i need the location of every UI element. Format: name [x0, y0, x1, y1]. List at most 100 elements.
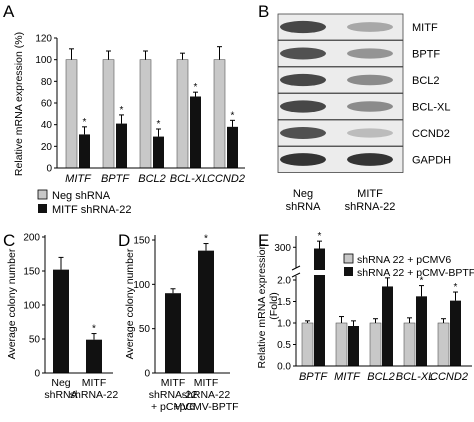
y-tick-label: 0.0	[277, 362, 291, 373]
bar	[335, 322, 348, 367]
western-blot: MITF BPTF BCL2 BCL-XL CCND2 GAPDH Neg shRNA M…	[277, 13, 451, 213]
significance-star: *	[194, 82, 198, 93]
bar	[176, 59, 189, 169]
significance-star: *	[83, 117, 87, 128]
significance-star: *	[454, 282, 458, 293]
blot-band	[280, 153, 326, 166]
x-tick-label: shRNA-22	[70, 389, 119, 401]
panel-label-b: B	[258, 2, 269, 21]
significance-star: *	[120, 105, 124, 116]
blot-band	[347, 128, 393, 138]
bar	[382, 286, 393, 366]
y-tick-label: 0.5	[277, 340, 291, 351]
chart-a-legend: Neg shRNA MITF shRNA-22	[37, 189, 131, 216]
bar	[227, 126, 238, 168]
blot-band	[280, 47, 326, 60]
significance-star: *	[231, 110, 235, 121]
x-tick-label: MITF	[65, 173, 92, 185]
y-tick-label: 40	[41, 120, 53, 131]
blot-band	[280, 100, 326, 113]
x-tick-label: shRNA-22	[182, 389, 231, 401]
significance-star: *	[157, 119, 161, 130]
blot-row-label: BPTF	[412, 49, 440, 61]
x-tick-label: + pCMV6	[151, 401, 195, 413]
x-tick-label: BCL2	[367, 371, 395, 383]
blot-row-label: BCL2	[412, 75, 440, 87]
x-tick-label: BCL-XL	[396, 371, 435, 383]
y-tick-label: 1.0	[277, 319, 291, 330]
blot-band	[280, 73, 326, 87]
legend-swatch-black	[38, 204, 47, 213]
x-tick-label: Neg	[51, 377, 70, 389]
y-tick-label: 120	[35, 34, 52, 45]
y-tick-label: 150	[23, 267, 40, 278]
blot-row	[277, 40, 404, 67]
x-tick-label: shRNA-22	[149, 389, 198, 401]
bar	[116, 123, 127, 168]
chart-a: * * * * * 0 20 40 60 80 100 120 MITF BPTF BCL2 BCL-XL…	[13, 32, 245, 216]
bar	[65, 59, 78, 169]
bar	[403, 322, 416, 367]
bar	[190, 96, 201, 168]
y-tick-label: 100	[23, 301, 40, 312]
bar	[139, 59, 152, 169]
y-tick-label: 0	[46, 164, 52, 175]
y-tick-label: 0	[144, 369, 150, 380]
y-tick-label: 80	[41, 77, 53, 88]
chart-d-ylabel: Average colony number	[124, 248, 136, 359]
bar	[450, 300, 461, 366]
y-tick-label: 1.5	[277, 297, 291, 308]
x-tick-label: MITF	[161, 377, 186, 389]
bar	[86, 339, 102, 373]
chart-e-ylabel-line1: Relative mRNA expression	[256, 243, 268, 368]
chart-c-ylabel: Average colony number	[6, 248, 18, 359]
bar	[153, 136, 164, 168]
significance-star: *	[420, 276, 424, 287]
bar	[102, 59, 115, 169]
y-tick-label: 300	[274, 243, 291, 254]
blot-lane-2-line1: MITF	[357, 188, 383, 200]
y-tick-label: 200	[23, 233, 40, 244]
bar	[437, 322, 450, 367]
bar	[213, 59, 226, 169]
chart-a-ylabel: Relative mRNA expression (%)	[13, 32, 25, 176]
y-tick-label: 150	[133, 236, 150, 247]
bar	[165, 293, 181, 373]
x-tick-label: MITF	[194, 377, 219, 389]
x-tick-label: BPTF	[101, 173, 130, 185]
legend-label: MITF shRNA-22	[52, 204, 131, 216]
x-tick-label: MITF	[82, 377, 107, 389]
blot-band	[347, 74, 393, 86]
blot-band	[347, 22, 393, 32]
legend-swatch-black	[344, 267, 353, 276]
y-tick-label: 2.0	[277, 276, 291, 287]
panel-label-c: C	[3, 231, 15, 250]
blot-lane-1-line2: shRNA	[286, 201, 322, 213]
blot-row-label: CCND2	[412, 128, 450, 140]
chart-e-ylabel-line2: (Fold)	[268, 292, 280, 319]
panel-label-e: E	[258, 231, 269, 250]
legend-label: shRNA 22 + pCMV6	[357, 254, 451, 266]
x-tick-label: CCND2	[207, 173, 245, 185]
panel-label-a: A	[3, 2, 15, 21]
blot-band	[347, 153, 393, 166]
y-tick-label: 0	[34, 369, 40, 380]
legend-label: shRNA 22 + pCMV-BPTF	[357, 267, 474, 279]
blot-row-label: MITF	[412, 22, 438, 34]
y-tick-label: 50	[139, 324, 151, 335]
blot-lane-1-line1: Neg	[293, 188, 313, 200]
x-tick-label: BCL2	[138, 173, 166, 185]
chart-e-legend: shRNA 22 + pCMV6 shRNA 22 + pCMV-BPTF	[343, 253, 474, 279]
significance-star: *	[318, 231, 322, 242]
bar	[314, 248, 325, 366]
y-tick-label: 100	[133, 280, 150, 291]
panel-label-d: D	[118, 231, 130, 250]
bar	[198, 250, 214, 373]
x-tick-label: CCND2	[430, 371, 468, 383]
blot-band	[347, 101, 393, 112]
bar	[79, 134, 90, 168]
legend-swatch-gray	[343, 253, 354, 264]
blot-row-label: BCL-XL	[412, 102, 451, 114]
